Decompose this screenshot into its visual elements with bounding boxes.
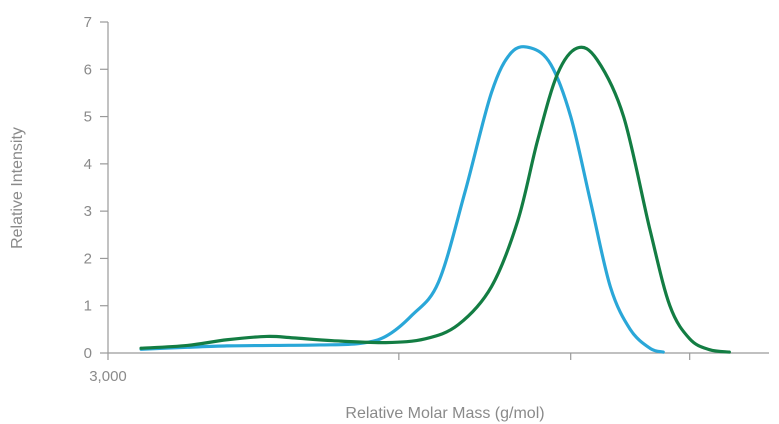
y-tick-label-1: 1: [84, 298, 92, 315]
x-axis-title: Relative Molar Mass (g/mol): [345, 405, 544, 422]
axes-layer: 0 1 2 3 4 5 6 7 3,000: [84, 14, 769, 385]
series-line-1: [139, 45, 731, 354]
y-tick-label-3: 3: [84, 203, 92, 220]
y-tick-label-4: 4: [84, 156, 92, 173]
y-tick-label-2: 2: [84, 250, 92, 267]
y-tick-label-7: 7: [84, 14, 92, 31]
x-tick-label-0: 3,000: [89, 368, 127, 385]
y-tick-label-5: 5: [84, 109, 92, 126]
y-tick-label-6: 6: [84, 61, 92, 78]
y-tick-label-0: 0: [84, 345, 92, 362]
series-line-0: [139, 45, 665, 354]
y-axis-title: Relative Intensity: [9, 127, 26, 249]
series-layer: [139, 45, 731, 354]
